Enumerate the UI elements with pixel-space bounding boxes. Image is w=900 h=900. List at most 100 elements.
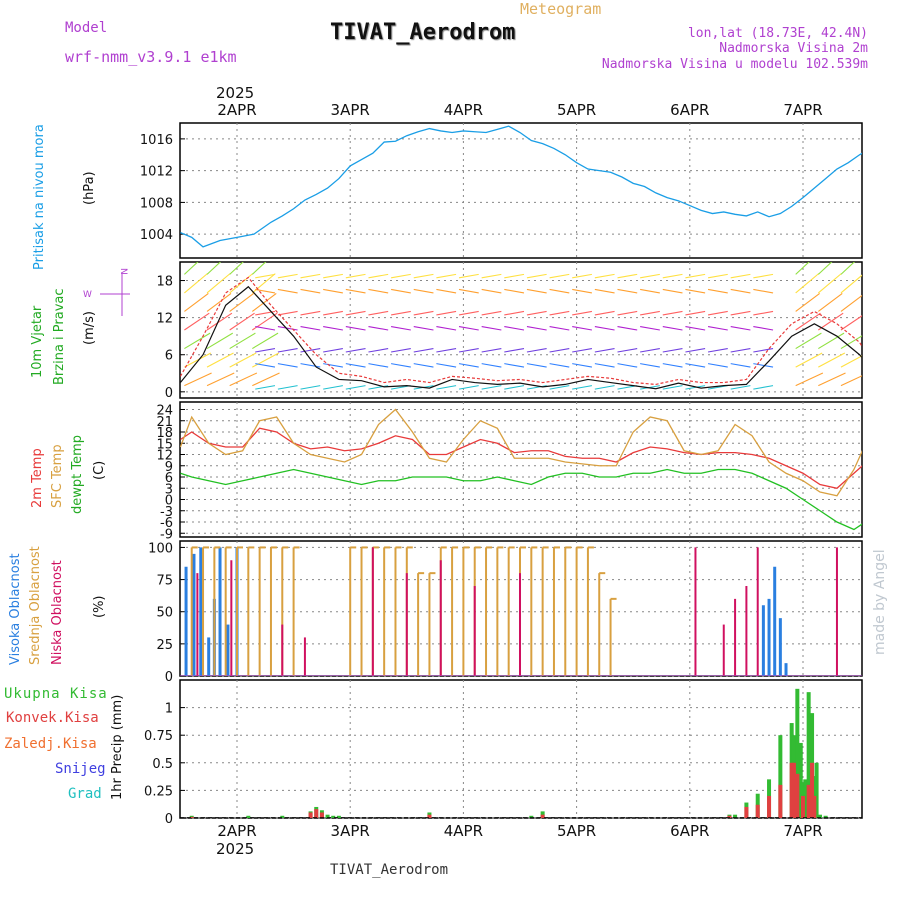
- wind-arrow: [436, 310, 457, 316]
- wind-arrow: [730, 273, 751, 279]
- wind-arrow: [840, 294, 862, 312]
- model-label: Model: [65, 20, 108, 36]
- wind-arrow: [345, 310, 366, 316]
- wind-arrow: [753, 363, 774, 368]
- wind-arrow: [549, 288, 570, 294]
- wind-arrow: [795, 372, 824, 387]
- wind-arrow: [818, 332, 845, 350]
- y-tick-label: 100: [148, 541, 173, 556]
- wind-arrow: [549, 385, 570, 390]
- wind-arrow: [617, 310, 638, 316]
- cloud-panel: 0 25 50 75 100: [148, 540, 863, 685]
- wind-arrow: [368, 363, 389, 368]
- wind-arrow: [707, 288, 728, 294]
- wind-arrow: [795, 262, 810, 275]
- y-tick-label: -6: [160, 516, 173, 531]
- wind-arrow: [875, 353, 900, 367]
- wind-arrow: [875, 254, 897, 274]
- y-tick-label: 25: [156, 638, 173, 653]
- wind-arrow: [391, 325, 411, 331]
- wind-arrow: [481, 385, 502, 390]
- wind-arrow: [391, 363, 411, 368]
- plot-area: [180, 408, 862, 531]
- wind-arrow: [184, 262, 199, 275]
- wind-arrow: [323, 348, 343, 353]
- wind-arrow: [864, 333, 890, 348]
- y-tick-label: 0.5: [152, 757, 173, 772]
- wind-arrow: [662, 348, 683, 353]
- rain-conv-bar: [427, 814, 432, 818]
- wind-arrow: [255, 385, 276, 390]
- plot-area: [180, 125, 862, 248]
- wind-arrow: [730, 363, 751, 368]
- wind-arrow: [323, 325, 343, 331]
- wind-arrow: [413, 325, 434, 331]
- wind-arrow: [345, 325, 366, 331]
- wind-arrow: [229, 332, 256, 350]
- wind-arrow: [594, 348, 615, 353]
- pressure-panel: 1004 1008 1012 1016 2APR 3APR 4APR 5APR 6APR 7APR: [140, 101, 863, 259]
- wind-arrow: [251, 292, 277, 312]
- rain-conv-bar: [778, 784, 783, 818]
- wind-arrow: [184, 352, 212, 368]
- wind-arrow: [458, 310, 479, 316]
- x-tick-label-top: 4APR: [444, 101, 483, 119]
- wind-arrow: [391, 288, 411, 294]
- y-tick-label: 15: [156, 437, 173, 452]
- wind-arrow: [481, 310, 502, 316]
- wind-arrow: [300, 348, 321, 353]
- wind-arrow: [277, 273, 298, 279]
- wind-arrow: [368, 385, 389, 390]
- wind-arrow: [458, 385, 479, 390]
- x-tick-label-bottom: 5APR: [557, 822, 596, 840]
- model-name: wrf-nmm_v3.9.1 e1km: [65, 48, 237, 66]
- wind-arrow: [300, 273, 321, 279]
- wind-arrow: [864, 373, 891, 386]
- wind-arrow: [840, 262, 856, 275]
- x-tick-label-top: 3APR: [331, 101, 370, 119]
- x-tick-label-bottom: 2APR: [217, 822, 256, 840]
- wind-arrow: [594, 385, 615, 390]
- wind-arrow: [413, 310, 434, 316]
- rain-total-bar: [823, 815, 828, 818]
- rain-conv-bar: [189, 816, 194, 818]
- elevation-label: Nadmorska Visina 2m: [719, 41, 868, 56]
- wind-arrow: [818, 352, 846, 368]
- wind-arrow: [795, 352, 823, 368]
- rain-conv-bar: [795, 773, 800, 818]
- wind-arrow: [323, 310, 343, 316]
- y-tick-label: 0: [165, 670, 173, 685]
- wind-arrow: [229, 352, 257, 368]
- wind-arrow: [323, 385, 343, 390]
- wind-arrow: [840, 315, 862, 331]
- wind-arrow: [795, 273, 820, 294]
- rain-total-bar: [795, 688, 800, 818]
- rain-conv-bar: [789, 762, 794, 818]
- y-tick-label: -9: [160, 527, 173, 542]
- wind-arrow: [206, 372, 235, 387]
- compass-w: W: [83, 290, 92, 300]
- compass-n: N: [118, 268, 128, 275]
- rain-total-bar: [778, 735, 783, 818]
- wind-arrow: [572, 325, 593, 331]
- wind-arrow: [817, 292, 843, 312]
- wind-arrow: [458, 348, 479, 353]
- wind-arrow: [685, 348, 706, 353]
- panel-frame: [179, 261, 863, 399]
- x-tick-label-bottom: 4APR: [444, 822, 483, 840]
- wind-arrow: [795, 292, 820, 312]
- y-tick-label: 3: [165, 482, 173, 497]
- rain-conv-bar: [801, 795, 805, 818]
- wind-arrow: [481, 288, 502, 294]
- wind-arrow: [323, 363, 343, 368]
- wind-arrow: [640, 310, 660, 316]
- wind-arrow: [229, 273, 254, 294]
- panel-frame: [179, 122, 863, 259]
- rain-total-bar: [280, 815, 285, 818]
- rain-conv-bar: [319, 812, 324, 818]
- wind-arrow: [229, 372, 258, 387]
- y-tick-label: 1008: [140, 196, 173, 211]
- wind-arrow: [504, 385, 525, 390]
- wind-arrow: [481, 363, 502, 368]
- wind-arrow: [549, 363, 570, 368]
